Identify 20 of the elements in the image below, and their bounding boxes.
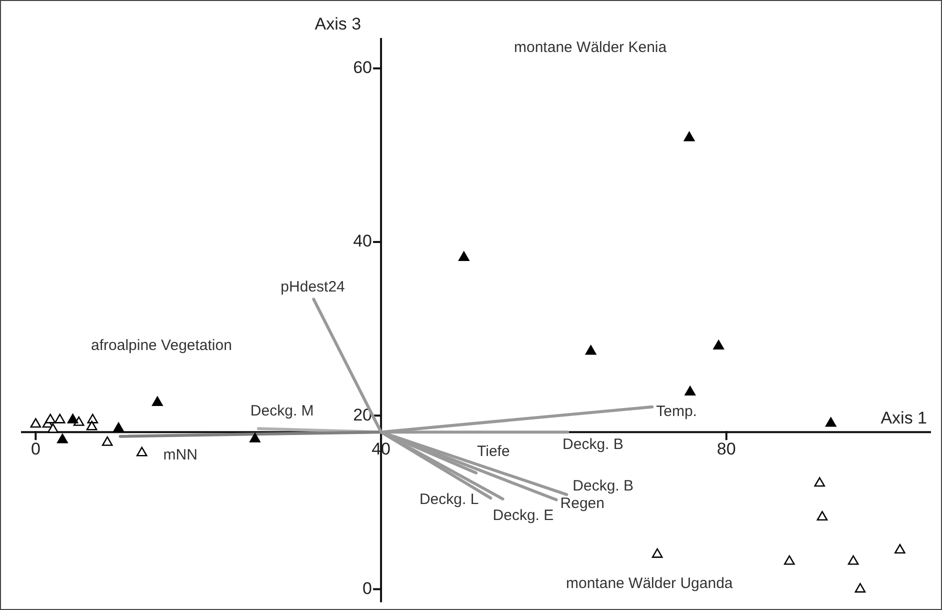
series-label: mNN [163, 446, 198, 464]
series-label: Deckg. E [492, 507, 554, 524]
annotation: montane Wälder Kenia [514, 39, 668, 56]
series-label: Temp. [656, 403, 697, 420]
y-tick-label: 40 [353, 232, 372, 251]
series-label: Tiefe [477, 443, 510, 460]
series-label: Deckg. B [562, 436, 624, 454]
y-tick-label: 60 [353, 58, 372, 78]
x-tick-label: 0 [30, 439, 40, 458]
y-tick-label: 0 [362, 578, 372, 598]
y-axis-title: Axis 3 [314, 14, 362, 34]
annotation: afroalpine Vegetation [91, 337, 232, 354]
x-axis-title: Axis 1 [880, 408, 927, 428]
x-tick-label: 80 [716, 439, 736, 458]
annotation: montane Wälder Uganda [566, 575, 734, 592]
series-label: Deckg. B [572, 478, 634, 495]
series-label: Deckg. M [250, 402, 314, 420]
series-label: pHdest24 [280, 278, 345, 296]
series-label: Deckg. L [419, 491, 479, 508]
series-label: Regen [560, 494, 604, 512]
